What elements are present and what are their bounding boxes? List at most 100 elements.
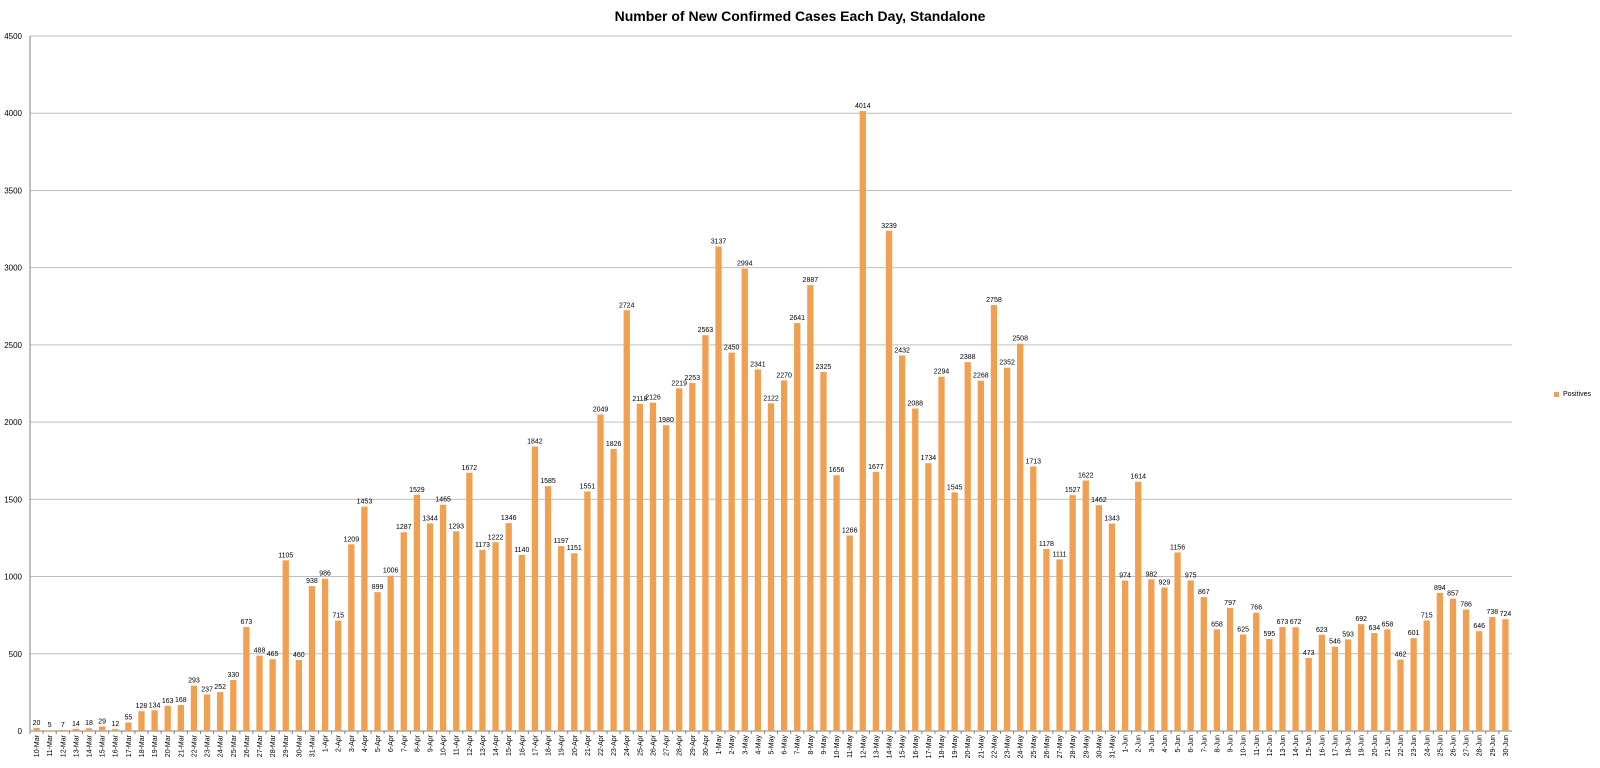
data-label: 4014 bbox=[855, 103, 871, 110]
bar bbox=[662, 425, 670, 731]
bar bbox=[217, 692, 224, 731]
bar bbox=[1030, 466, 1037, 731]
bar bbox=[125, 722, 132, 731]
x-tick-label: 15-Jun bbox=[1306, 735, 1313, 757]
data-label: 12 bbox=[111, 721, 119, 728]
x-tick-label: 19-Apr bbox=[559, 734, 566, 756]
bar bbox=[754, 369, 762, 731]
bar bbox=[571, 553, 578, 731]
y-tick-label: 2500 bbox=[4, 341, 22, 350]
x-tick-label: 3-Jun bbox=[1149, 735, 1156, 753]
bar bbox=[1135, 481, 1142, 731]
x-tick-label: 18-Jun bbox=[1346, 735, 1353, 757]
data-label: 2994 bbox=[737, 261, 753, 268]
y-tick-label: 3500 bbox=[4, 186, 22, 195]
x-tick-label: 16-May bbox=[913, 735, 920, 759]
bar bbox=[1292, 627, 1299, 731]
bar bbox=[833, 475, 840, 731]
bar bbox=[295, 659, 303, 731]
bar bbox=[531, 446, 539, 731]
data-label: 2352 bbox=[999, 360, 1015, 367]
data-label: 715 bbox=[332, 613, 344, 620]
x-tick-label: 27-Apr bbox=[664, 734, 671, 756]
x-tick-label: 13-May bbox=[873, 735, 880, 759]
bar bbox=[1017, 343, 1024, 731]
bar bbox=[203, 694, 211, 731]
x-tick-label: 15-Apr bbox=[506, 734, 513, 756]
data-label: 2432 bbox=[894, 347, 910, 354]
x-tick-label: 9-May bbox=[821, 735, 828, 755]
bar bbox=[426, 523, 434, 731]
chart-title: Number of New Confirmed Cases Each Day, … bbox=[614, 8, 986, 24]
data-label: 2219 bbox=[671, 380, 687, 387]
bar bbox=[321, 578, 329, 731]
bar bbox=[1462, 609, 1470, 731]
bar bbox=[466, 472, 473, 731]
data-label: 2049 bbox=[593, 407, 609, 414]
data-label: 673 bbox=[1277, 619, 1289, 626]
bar bbox=[479, 549, 486, 731]
y-tick-label: 4500 bbox=[4, 32, 22, 41]
x-tick-label: 4-Jun bbox=[1162, 735, 1169, 753]
bar bbox=[1187, 580, 1194, 731]
x-tick-label: 1-Jun bbox=[1123, 735, 1130, 753]
x-tick-label: 13-Jun bbox=[1280, 735, 1287, 757]
x-tick-label: 20-May bbox=[965, 735, 972, 759]
x-tick-label: 20-Jun bbox=[1372, 735, 1379, 757]
x-tick-label: 24-Apr bbox=[624, 734, 631, 756]
data-label: 1287 bbox=[396, 524, 412, 531]
x-tick-label: 26-Jun bbox=[1450, 735, 1457, 757]
data-label: 163 bbox=[162, 698, 174, 705]
bar bbox=[636, 403, 643, 731]
x-tick-label: 21-Mar bbox=[178, 734, 185, 757]
data-label: 29 bbox=[98, 719, 106, 726]
data-label: 867 bbox=[1198, 589, 1210, 596]
data-label: 766 bbox=[1250, 605, 1262, 612]
x-tick-label: 8-Jun bbox=[1214, 735, 1221, 753]
bar bbox=[46, 730, 53, 731]
x-tick-label: 28-May bbox=[1070, 735, 1077, 759]
data-label: 974 bbox=[1119, 573, 1131, 580]
data-label: 797 bbox=[1224, 600, 1236, 607]
x-tick-label: 9-Jun bbox=[1228, 735, 1235, 753]
x-tick-label: 16-Jun bbox=[1319, 735, 1326, 757]
bar bbox=[177, 705, 184, 731]
x-tick-label: 12-Mar bbox=[60, 734, 67, 757]
bar bbox=[1423, 620, 1430, 731]
data-label: 55 bbox=[124, 715, 132, 722]
data-label: 2253 bbox=[685, 375, 701, 382]
bar bbox=[1344, 639, 1352, 731]
x-tick-label: 8-May bbox=[808, 735, 815, 755]
bar bbox=[361, 506, 368, 731]
data-label: 982 bbox=[1145, 571, 1157, 578]
x-tick-label: 11-Mar bbox=[47, 734, 54, 756]
x-tick-label: 13-Mar bbox=[73, 734, 80, 757]
data-label: 601 bbox=[1408, 630, 1420, 637]
bar bbox=[1121, 580, 1129, 731]
bar bbox=[1266, 639, 1273, 731]
bar bbox=[190, 685, 198, 731]
data-label: 899 bbox=[372, 584, 384, 591]
bar bbox=[269, 659, 276, 731]
data-label: 894 bbox=[1434, 585, 1446, 592]
x-tick-label: 8-Apr bbox=[414, 734, 421, 752]
bar bbox=[1161, 587, 1168, 731]
bar bbox=[794, 323, 801, 731]
data-label: 1178 bbox=[1039, 541, 1054, 548]
x-tick-label: 28-Mar bbox=[270, 734, 277, 757]
bar bbox=[820, 371, 827, 731]
bar bbox=[1082, 480, 1089, 731]
data-label: 1677 bbox=[868, 464, 884, 471]
x-tick-label: 24-Jun bbox=[1424, 735, 1431, 757]
x-tick-label: 22-Mar bbox=[191, 734, 198, 757]
x-tick-label: 3-Apr bbox=[349, 734, 356, 752]
x-tick-label: 30-Jun bbox=[1503, 735, 1510, 757]
x-tick-label: 24-Mar bbox=[218, 734, 225, 757]
data-label: 1343 bbox=[1104, 516, 1120, 523]
data-label: 1156 bbox=[1170, 544, 1185, 551]
x-tick-label: 6-May bbox=[782, 735, 789, 755]
bar bbox=[1108, 523, 1116, 731]
x-tick-label: 19-Jun bbox=[1359, 735, 1366, 757]
data-label: 1656 bbox=[829, 467, 845, 474]
bar bbox=[1384, 629, 1391, 731]
